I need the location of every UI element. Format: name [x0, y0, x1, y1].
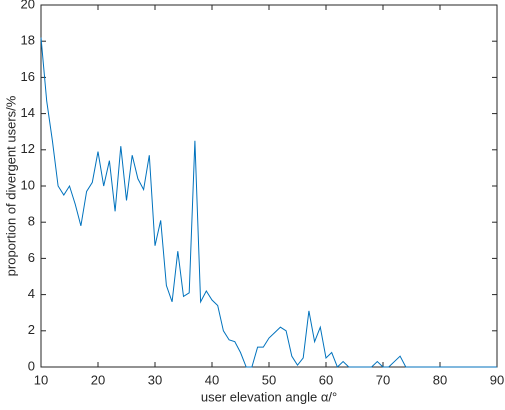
x-tick-label: 70: [376, 372, 390, 387]
y-tick-label: 8: [28, 214, 35, 229]
axes-box: [40, 4, 498, 368]
y-tick-label: 20: [21, 0, 35, 11]
x-tick-label: 20: [91, 372, 105, 387]
x-tick-label: 80: [433, 372, 447, 387]
x-tick-label: 30: [148, 372, 162, 387]
y-tick-label: 12: [21, 141, 35, 156]
y-axis-label: proportion of divergent users/%: [3, 95, 18, 276]
x-axis-label: user elevation angle α/°: [201, 389, 337, 404]
x-tick-label: 50: [262, 372, 276, 387]
y-tick-label: 4: [28, 286, 35, 301]
y-tick-label: 14: [21, 105, 35, 120]
x-tick-label: 40: [205, 372, 219, 387]
y-tick-label: 16: [21, 69, 35, 84]
x-tick-label: 90: [490, 372, 504, 387]
y-tick-label: 6: [28, 250, 35, 265]
x-tick-label: 10: [34, 372, 48, 387]
y-tick-label: 0: [28, 358, 35, 373]
data-line: [40, 37, 497, 368]
y-tick-label: 18: [21, 33, 35, 48]
y-tick-label: 2: [28, 322, 35, 337]
x-tick-label: 60: [319, 372, 333, 387]
y-tick-label: 10: [21, 177, 35, 192]
